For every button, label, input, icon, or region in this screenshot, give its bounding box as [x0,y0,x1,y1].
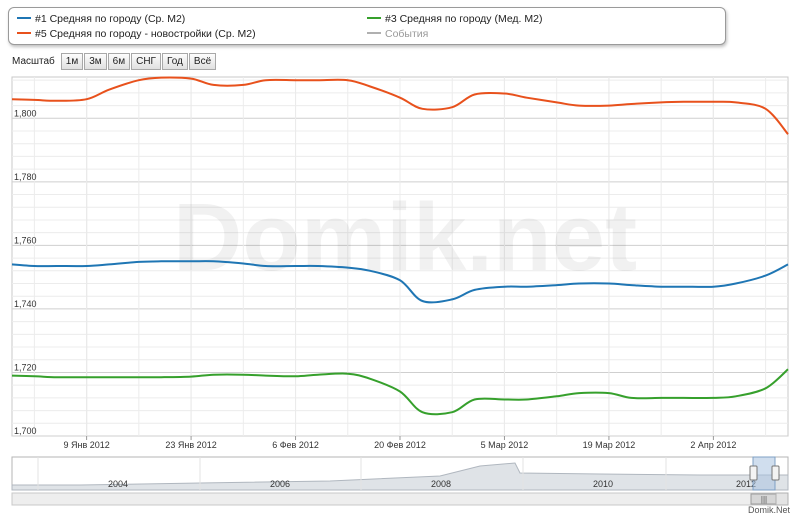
navigator-scrollbar-grip: ||| [761,495,767,504]
y-tick-label: 1,740 [14,299,37,309]
series-5-line [11,76,789,135]
y-tick-label: 1,800 [14,108,37,118]
scrollbar-right-arrow[interactable] [775,492,789,506]
x-tick-label: 19 Мар 2012 [583,440,636,450]
series-1-line [11,260,789,304]
range-button-3m[interactable]: 3м [84,53,107,70]
y-tick-label: 1,700 [14,426,37,436]
range-button-6m[interactable]: 6м [107,53,131,70]
series-3-label: #3 Средняя по городу (Мед. М2) [385,13,543,25]
x-tick-label: 20 Фев 2012 [374,440,426,450]
navigator-year-label: 2010 [593,479,613,489]
x-tick-label: 5 Мар 2012 [481,440,529,450]
legend-item-events[interactable]: События [367,28,428,41]
events-label: События [385,28,429,40]
legend-item-series-1[interactable]: #1 Средняя по городу (Ср. М2) [17,13,185,26]
legend-item-series-3[interactable]: #3 Средняя по городу (Мед. М2) [367,13,542,26]
series-3-swatch [367,17,381,20]
range-button-all[interactable]: Всё [188,53,217,70]
x-tick-label: 23 Янв 2012 [165,440,216,450]
range-selector: Масштаб 1м 3м 6м СНГ Год Всё [12,53,217,70]
series-1-swatch [17,17,31,20]
navigator-year-label: 2012 [736,479,756,489]
legend-item-series-5[interactable]: #5 Средняя по городу - новостройки (Ср. … [17,28,256,41]
y-tick-label: 1,780 [14,172,37,182]
x-tick-label: 6 Фев 2012 [272,440,319,450]
navigator-year-label: 2008 [431,479,451,489]
series-3-line [11,368,789,416]
x-tick-label: 2 Апр 2012 [690,440,736,450]
series-1-label: #1 Средняя по городу (Ср. М2) [35,13,186,25]
events-swatch [367,32,381,35]
legend: #1 Средняя по городу (Ср. М2) #3 Средняя… [8,7,726,45]
navigator-scrollbar-track [11,492,789,506]
range-button-year[interactable]: Год [161,53,188,70]
navigator-handle[interactable] [771,465,780,481]
navigator-year-label: 2004 [108,479,128,489]
y-tick-label: 1,760 [14,235,37,245]
x-tick-label: 9 Янв 2012 [63,440,109,450]
range-button-ytd[interactable]: СНГ [131,53,161,70]
y-tick-label: 1,720 [14,362,37,372]
navigator-year-label: 2006 [270,479,290,489]
range-selector-label: Масштаб [12,56,55,67]
series-5-label: #5 Средняя по городу - новостройки (Ср. … [35,28,256,40]
credit-label: Domik.Net [748,505,791,515]
range-button-1m[interactable]: 1м [60,53,84,70]
watermark: Domik.net [173,184,637,291]
series-5-swatch [17,32,31,35]
navigator-handle[interactable] [749,465,758,481]
